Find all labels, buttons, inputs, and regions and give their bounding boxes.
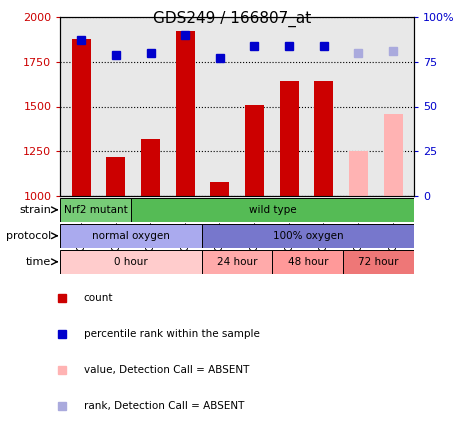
Bar [60, 224, 202, 248]
Text: 100% oxygen: 100% oxygen [272, 231, 343, 241]
Bar [72, 38, 91, 196]
Bar [245, 105, 264, 196]
Text: 72 hour: 72 hour [358, 257, 399, 267]
Bar [60, 198, 131, 222]
Text: GDS249 / 166807_at: GDS249 / 166807_at [153, 11, 312, 27]
Text: time: time [26, 257, 51, 267]
Bar [343, 250, 414, 274]
Bar [106, 157, 126, 196]
Bar [60, 250, 202, 274]
Text: value, Detection Call = ABSENT: value, Detection Call = ABSENT [84, 365, 249, 375]
Bar [141, 139, 160, 196]
Text: strain: strain [19, 205, 51, 215]
Bar [176, 32, 195, 196]
Bar [131, 198, 414, 222]
Bar [202, 250, 272, 274]
Bar [314, 81, 333, 196]
Bar [279, 81, 299, 196]
Text: wild type: wild type [249, 205, 296, 215]
Text: percentile rank within the sample: percentile rank within the sample [84, 329, 259, 339]
Bar [272, 250, 343, 274]
Text: 48 hour: 48 hour [287, 257, 328, 267]
Text: Nrf2 mutant: Nrf2 mutant [64, 205, 128, 215]
Text: 24 hour: 24 hour [217, 257, 258, 267]
Bar [210, 181, 229, 196]
Text: count: count [84, 293, 113, 303]
Text: normal oxygen: normal oxygen [92, 231, 170, 241]
Text: rank, Detection Call = ABSENT: rank, Detection Call = ABSENT [84, 401, 244, 411]
Text: 0 hour: 0 hour [114, 257, 148, 267]
Bar [349, 151, 368, 196]
Bar [202, 224, 414, 248]
Text: protocol: protocol [6, 231, 51, 241]
Bar [384, 114, 403, 196]
